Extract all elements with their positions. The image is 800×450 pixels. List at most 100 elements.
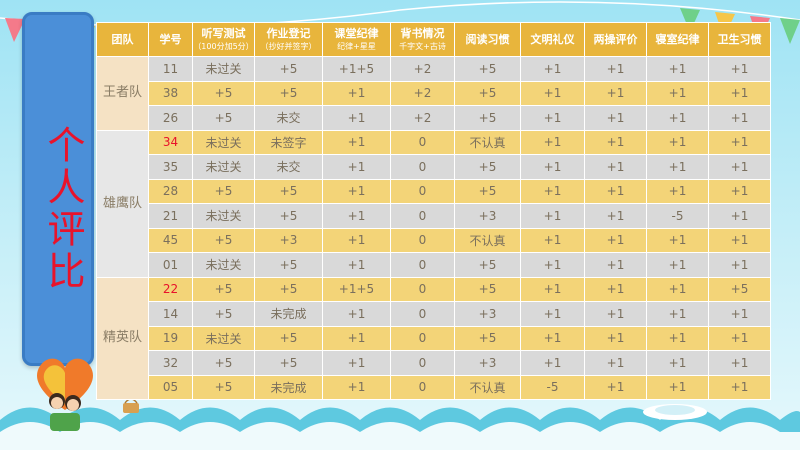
score-cell: +3	[454, 350, 521, 376]
score-cell: 0	[390, 178, 455, 204]
side-title-panel: 个人评比	[22, 12, 94, 366]
floating-island-icon	[643, 404, 707, 420]
score-cell: 未过关	[192, 56, 255, 82]
score-cell: 未过关	[192, 154, 255, 180]
column-header-label: 听写测试	[201, 26, 246, 40]
score-cell: 0	[390, 252, 455, 278]
column-header-label: 团队	[111, 33, 134, 46]
score-cell: +1	[520, 301, 585, 327]
score-cell: +1	[520, 203, 585, 229]
table-row: 19 未过关 +5 +1 0 +5 +1 +1 +1 +1	[97, 325, 771, 351]
score-cell: +1	[708, 129, 771, 155]
score-cell: +2	[390, 105, 455, 131]
score-cell: -5	[646, 203, 709, 229]
score-cell: +1	[322, 227, 391, 253]
score-cell: +1	[322, 154, 391, 180]
kids-illustration-icon	[49, 393, 81, 431]
score-cell: +1	[584, 350, 647, 376]
score-cell: 未完成	[254, 301, 323, 327]
score-cell: 未完成	[254, 374, 323, 400]
header-row: 团队 学号 听写测试 （100分加5分） 作业登记 （抄好并签字） 课堂纪律 纪律+星星 背书情…	[96, 22, 771, 57]
score-cell: +1	[584, 154, 647, 180]
score-cell: 未过关	[192, 325, 255, 351]
score-cell: +1	[584, 301, 647, 327]
score-cell: +1	[520, 276, 585, 302]
column-header-label: 课堂纪律	[334, 26, 379, 40]
score-cell: +1	[322, 325, 391, 351]
student-id-cell: 19	[148, 325, 193, 351]
column-header: 两操评价	[584, 22, 647, 57]
table-row: 王者队 11 未过关 +5 +1+5 +2 +5 +1 +1 +1 +1	[96, 56, 771, 131]
score-cell: +5	[454, 154, 521, 180]
student-id-cell: 05	[148, 374, 193, 400]
cloud-border	[0, 407, 800, 450]
score-cell: +1	[646, 56, 709, 82]
score-cell: +5	[192, 350, 255, 376]
table-row: 14 +5 未完成 +1 0 +3 +1 +1 +1 +1	[97, 301, 771, 327]
table-row: 26 +5 未交 +1 +2 +5 +1 +1 +1 +1	[97, 105, 771, 131]
table-row: 35 未过关 未交 +1 0 +5 +1 +1 +1 +1	[97, 154, 771, 180]
column-header: 课堂纪律 纪律+星星	[322, 22, 391, 57]
table-row: 21 未过关 +5 +1 0 +3 +1 +1 -5 +1	[97, 203, 771, 229]
score-cell: +1	[520, 178, 585, 204]
score-cell: +1	[584, 178, 647, 204]
score-cell: +5	[254, 325, 323, 351]
score-cell: +1	[646, 154, 709, 180]
column-header: 听写测试 （100分加5分）	[192, 22, 255, 57]
column-header-sublabel: （100分加5分）	[193, 41, 254, 51]
score-cell: +1	[708, 178, 771, 204]
score-cell: 未签字	[254, 129, 323, 155]
column-header-label: 背书情况	[400, 26, 445, 40]
column-header-label: 学号	[159, 33, 182, 46]
score-table: 团队 学号 听写测试 （100分加5分） 作业登记 （抄好并签字） 课堂纪律 纪律+星星 背书情…	[96, 22, 771, 400]
table-body: 王者队 11 未过关 +5 +1+5 +2 +5 +1 +1 +1 +1 38 +5 +5 +1 +2 +5 +1…	[96, 56, 771, 400]
score-cell: +1	[646, 301, 709, 327]
score-cell: 未过关	[192, 129, 255, 155]
score-table-container: 团队 学号 听写测试 （100分加5分） 作业登记 （抄好并签字） 课堂纪律 纪律+星星 背书情…	[96, 22, 771, 406]
score-cell: +1	[520, 105, 585, 131]
score-cell: +1	[322, 80, 391, 106]
team-name-cell: 王者队	[96, 56, 149, 131]
column-header: 作业登记 （抄好并签字）	[254, 22, 323, 57]
score-cell: +1	[646, 227, 709, 253]
score-cell: +2	[390, 56, 455, 82]
score-cell: +1	[646, 129, 709, 155]
score-cell: +1	[520, 227, 585, 253]
score-cell: +1	[520, 56, 585, 82]
student-id-cell: 38	[148, 80, 193, 106]
column-header: 文明礼仪	[520, 22, 585, 57]
score-cell: +5	[254, 56, 323, 82]
score-cell: +1	[646, 276, 709, 302]
student-id-cell: 35	[148, 154, 193, 180]
student-id-cell: 11	[148, 56, 193, 82]
student-id-cell: 22	[148, 276, 193, 302]
score-cell: +1	[584, 203, 647, 229]
score-cell: +1	[520, 80, 585, 106]
score-cell: 0	[390, 350, 455, 376]
column-header-label: 作业登记	[266, 26, 311, 40]
score-cell: 不认真	[454, 227, 521, 253]
score-cell: +5	[454, 178, 521, 204]
column-header: 学号	[148, 22, 193, 57]
score-cell: 0	[390, 374, 455, 400]
score-cell: +1	[322, 374, 391, 400]
score-cell: +5	[254, 350, 323, 376]
score-cell: +1	[708, 227, 771, 253]
score-cell: 未交	[254, 105, 323, 131]
score-cell: +1	[708, 252, 771, 278]
score-cell: 0	[390, 129, 455, 155]
score-cell: +5	[454, 105, 521, 131]
score-cell: +1	[646, 178, 709, 204]
score-cell: 未过关	[192, 203, 255, 229]
table-row: 45 +5 +3 +1 0 不认真 +1 +1 +1 +1	[97, 227, 771, 253]
score-cell: +1	[584, 227, 647, 253]
score-cell: +1	[322, 105, 391, 131]
score-cell: +5	[454, 325, 521, 351]
table-row: 雄鹰队 34 未过关 未签字 +1 0 不认真 +1 +1 +1 +1	[96, 129, 771, 278]
score-cell: +1	[646, 80, 709, 106]
score-cell: 0	[390, 276, 455, 302]
score-cell: +1	[646, 105, 709, 131]
column-header-sublabel: 纪律+星星	[337, 41, 376, 51]
score-cell: 0	[390, 325, 455, 351]
score-cell: 0	[390, 154, 455, 180]
